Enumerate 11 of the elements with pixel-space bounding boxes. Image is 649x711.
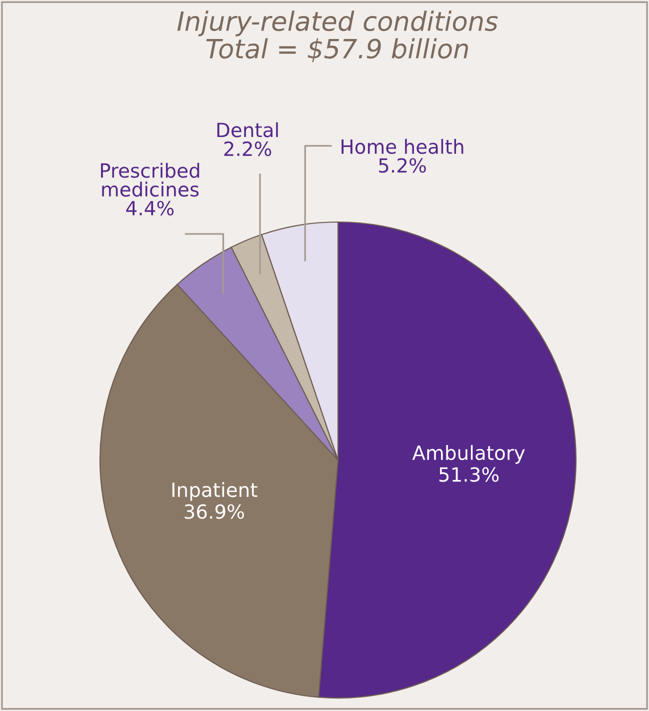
slice-label: Home health (342, 138, 464, 154)
chart-title: Injury-related conditions Total = $57.9 billion (177, 10, 498, 62)
data-label: 51.3% (439, 467, 499, 482)
data-label: 36.9% (184, 504, 244, 519)
slice-label: Inpatient (172, 482, 258, 501)
data-label: 5.2% (379, 158, 426, 173)
data-label: 4.4% (126, 200, 174, 216)
slice-label: Dental (217, 122, 278, 138)
data-label: 2.2% (224, 141, 272, 156)
slice-label: Ambulatory (412, 445, 525, 464)
slice-label: Prescribed medicines (101, 162, 200, 197)
